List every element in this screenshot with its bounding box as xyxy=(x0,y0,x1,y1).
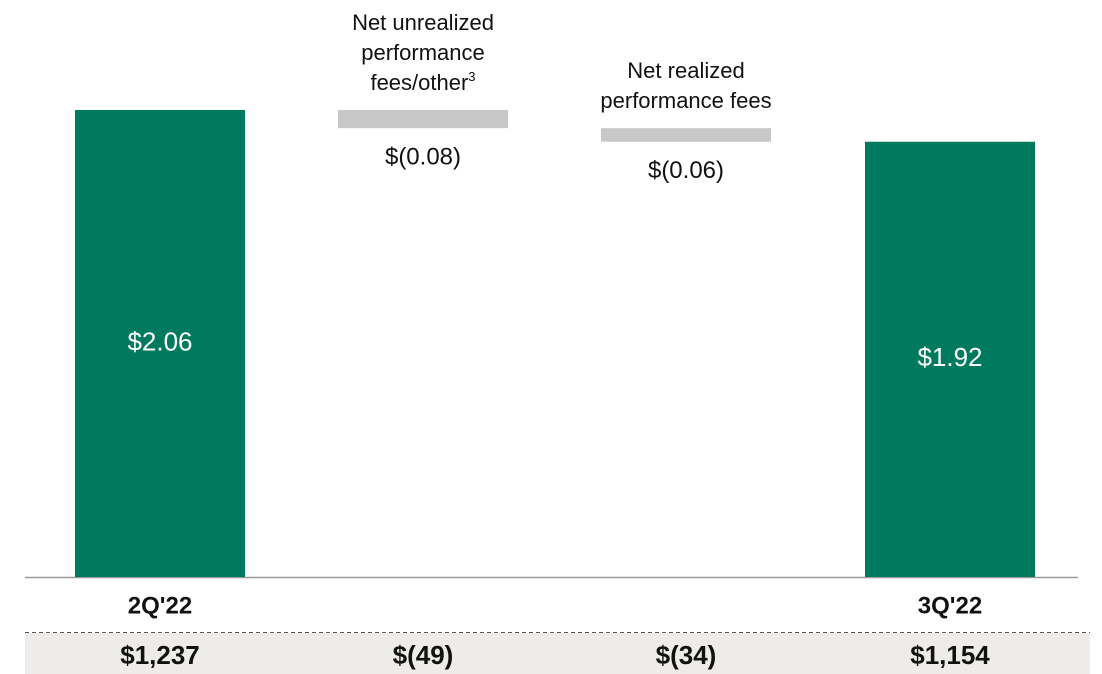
category-label: Net realized performance fees xyxy=(576,56,796,116)
footer-value: $1,154 xyxy=(910,640,990,670)
footer-value: $(49) xyxy=(393,640,454,670)
category-label: 3Q'22 xyxy=(918,592,982,619)
delta-bar xyxy=(338,110,508,129)
footnote-mark: 3 xyxy=(468,69,476,84)
category-text: Net unrealized performance fees/other xyxy=(352,10,494,95)
footer-value: $(34) xyxy=(656,640,717,670)
category-label: 2Q'22 xyxy=(128,592,192,619)
value-label: $(0.06) xyxy=(648,157,724,184)
value-label: $2.06 xyxy=(127,326,192,356)
footer-value: $1,237 xyxy=(120,640,200,670)
category-text: Net realized performance fees xyxy=(600,58,772,114)
category-label: Net unrealized performance fees/other3 xyxy=(313,8,533,98)
value-label: $(0.08) xyxy=(385,143,461,170)
total-bar xyxy=(865,141,1035,578)
delta-bar xyxy=(601,128,771,142)
footer-band xyxy=(25,633,1090,674)
total-bar xyxy=(75,110,245,577)
value-label: $1.92 xyxy=(917,342,982,372)
